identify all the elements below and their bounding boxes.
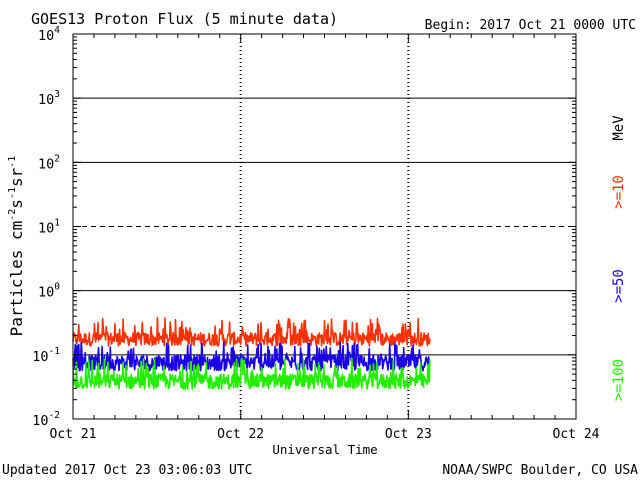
legend: MeV >=10 >=50 >=100 — [611, 115, 627, 401]
legend-50mev: >=50 — [611, 269, 627, 303]
x-axis-label: Universal Time — [272, 442, 377, 457]
y-axis-label: Particles cm-2s-1sr-1 — [7, 156, 26, 337]
series-line-100mev — [72, 357, 431, 390]
y-axis-label-text: Particles cm-2s-1sr-1 — [7, 156, 26, 337]
chart-title: GOES13 Proton Flux (5 minute data) — [31, 10, 338, 28]
legend-10mev: >=10 — [611, 175, 627, 209]
updated-timestamp: Updated 2017 Oct 23 03:06:03 UTC — [2, 463, 252, 478]
y-tick-label: 102 — [38, 153, 60, 172]
y-tick-label: 100 — [38, 282, 60, 301]
axes: 10-2 10-1 100 101 102 103 104 Oct 21 Oct 22 Oct 2… — [32, 25, 599, 442]
series-line-10mev — [72, 316, 431, 347]
begin-time: Begin: 2017 Oct 21 0000 UTC — [425, 18, 636, 33]
y-tick-label: 101 — [38, 218, 60, 237]
y-tick-label: 10-1 — [32, 346, 60, 365]
series-lines — [72, 316, 431, 390]
y-tick-label: 103 — [38, 89, 60, 108]
legend-unit: MeV — [611, 115, 627, 141]
series-line-50mev — [72, 341, 431, 372]
y-tick-label: 10-2 — [32, 410, 60, 429]
x-tick-label: Oct 21 — [50, 427, 97, 442]
x-tick-label: Oct 23 — [385, 427, 432, 442]
credit-text: NOAA/SWPC Boulder, CO USA — [442, 463, 638, 478]
x-tick-label: Oct 22 — [217, 427, 264, 442]
legend-100mev: >=100 — [611, 359, 627, 401]
y-tick-label: 104 — [38, 25, 60, 44]
x-tick-label: Oct 24 — [553, 427, 600, 442]
